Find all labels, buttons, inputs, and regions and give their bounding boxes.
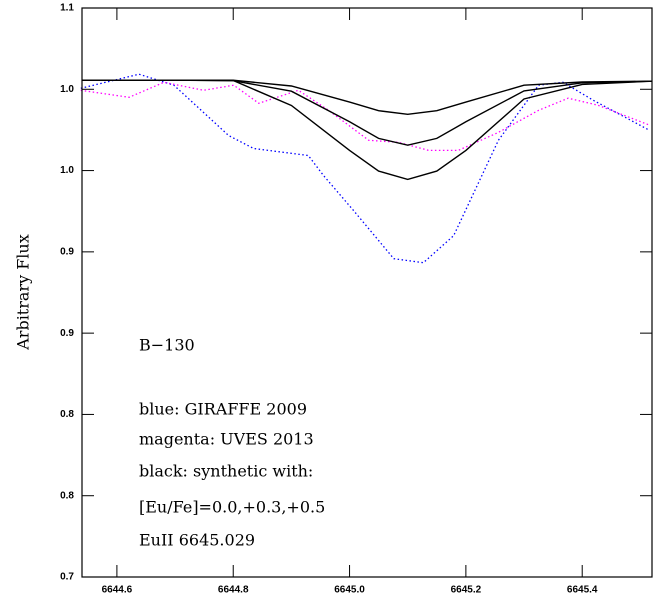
- annotation: magenta: UVES 2013: [139, 430, 314, 449]
- annotation: [Eu/Fe]=0.0,+0.3,+0.5: [139, 498, 325, 517]
- annotation: EuII 6645.029: [139, 531, 255, 550]
- series-line: [82, 79, 653, 181]
- x-tick-label: 6645.4: [567, 585, 598, 596]
- series-line: [80, 81, 650, 152]
- annotation: black: synthetic with:: [139, 462, 313, 481]
- x-tick-label: 6645.0: [334, 585, 365, 596]
- series-line: [82, 79, 653, 146]
- y-tick-label: 0.8: [60, 490, 74, 501]
- y-tick-label: 0.7: [60, 572, 74, 583]
- x-tick-label: 6644.6: [102, 585, 133, 596]
- y-tick-label: 1.0: [60, 165, 74, 176]
- annotation: blue: GIRAFFE 2009: [139, 400, 307, 419]
- y-tick-label: 1.0: [60, 84, 74, 95]
- plot-frame: [81, 7, 653, 578]
- series-line: [80, 73, 651, 264]
- annotation: B−130: [139, 336, 195, 355]
- y-tick-label: 0.9: [60, 246, 74, 257]
- x-tick-label: 6644.8: [218, 585, 249, 596]
- y-axis-label: Arbitrary Flux: [14, 234, 33, 351]
- x-tick-label: 6645.2: [451, 585, 482, 596]
- y-tick-label: 0.9: [60, 328, 74, 339]
- y-tick-label: 1.1: [60, 3, 74, 14]
- y-tick-label: 0.8: [60, 409, 74, 420]
